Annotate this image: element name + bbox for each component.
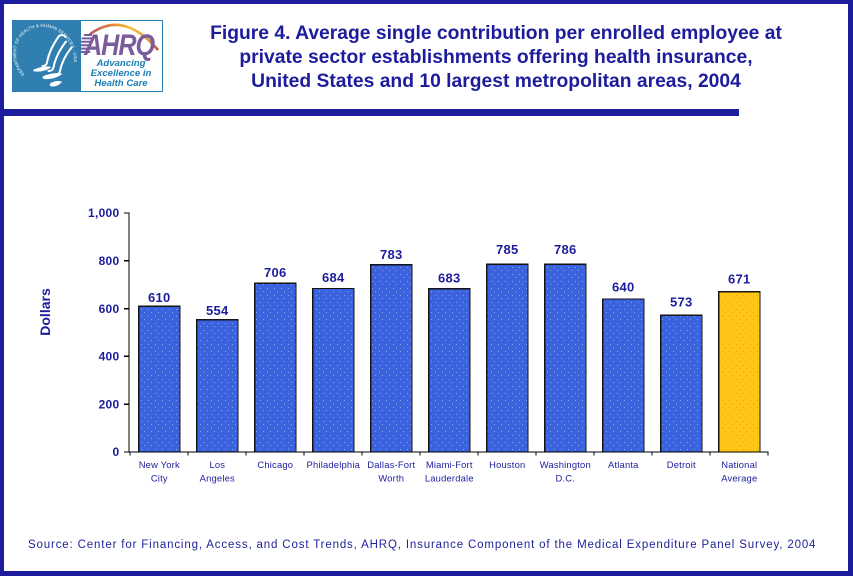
svg-text:554: 554 [206, 303, 229, 318]
svg-text:Health Care: Health Care [94, 78, 148, 89]
svg-text:786: 786 [554, 242, 577, 257]
svg-text:Excellence in: Excellence in [91, 68, 152, 79]
svg-text:400: 400 [99, 350, 120, 364]
svg-text:800: 800 [99, 254, 120, 268]
svg-text:Worth: Worth [378, 472, 404, 483]
svg-text:Dallas-Fort: Dallas-Fort [367, 459, 415, 470]
svg-text:600: 600 [99, 302, 120, 316]
svg-text:Atlanta: Atlanta [608, 459, 639, 470]
svg-text:Philadelphia: Philadelphia [307, 459, 361, 470]
svg-text:1,000: 1,000 [88, 206, 120, 220]
svg-text:New York: New York [139, 459, 180, 470]
svg-text:Houston: Houston [489, 459, 525, 470]
svg-text:Average: Average [721, 472, 757, 483]
svg-text:AHRQ: AHRQ [83, 28, 155, 62]
svg-text:Los: Los [209, 459, 225, 470]
svg-text:610: 610 [148, 290, 171, 305]
svg-text:684: 684 [322, 270, 345, 285]
svg-text:640: 640 [612, 280, 635, 295]
svg-text:0: 0 [113, 445, 120, 459]
svg-text:671: 671 [728, 272, 751, 287]
svg-text:683: 683 [438, 271, 461, 286]
svg-text:706: 706 [264, 265, 287, 280]
svg-text:Miami-Fort: Miami-Fort [426, 459, 473, 470]
svg-text:Angeles: Angeles [200, 472, 235, 483]
svg-text:Chicago: Chicago [257, 459, 293, 470]
svg-text:Detroit: Detroit [667, 459, 696, 470]
svg-text:783: 783 [380, 247, 403, 262]
svg-text:Lauderdale: Lauderdale [425, 472, 474, 483]
svg-text:Advancing: Advancing [95, 58, 145, 69]
svg-text:573: 573 [670, 295, 693, 310]
svg-text:City: City [151, 472, 168, 483]
svg-text:200: 200 [99, 397, 120, 411]
svg-text:Washington: Washington [540, 459, 591, 470]
svg-text:National: National [721, 459, 757, 470]
svg-text:D.C.: D.C. [556, 472, 576, 483]
svg-text:Dollars: Dollars [37, 288, 53, 336]
svg-text:785: 785 [496, 242, 519, 257]
